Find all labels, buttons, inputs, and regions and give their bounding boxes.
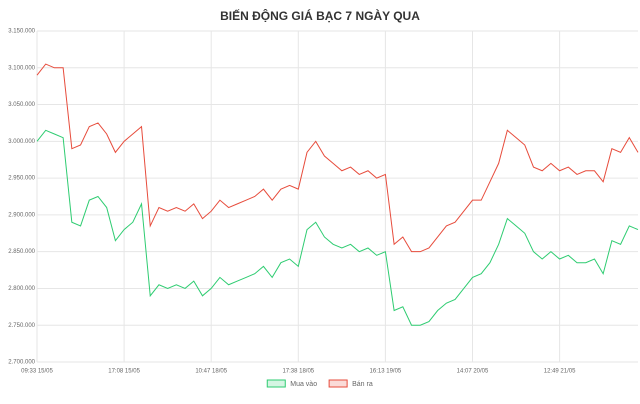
x-tick-label: 10:47 18/05 bbox=[195, 369, 227, 375]
y-tick-label: 2.750.000 bbox=[8, 323, 35, 329]
y-tick-label: 3.100.000 bbox=[8, 65, 35, 71]
y-tick-label: 2.700.000 bbox=[8, 360, 35, 366]
x-tick-label: 17:38 18/05 bbox=[282, 369, 314, 375]
chart-title: BIẾN ĐỘNG GIÁ BẠC 7 NGÀY QUA bbox=[220, 8, 420, 23]
y-tick-label: 2.800.000 bbox=[8, 286, 35, 292]
x-tick-label: 16:13 19/05 bbox=[370, 369, 402, 375]
legend-swatch[interactable] bbox=[266, 379, 286, 388]
y-tick-label: 2.950.000 bbox=[8, 176, 35, 182]
x-tick-label: 14:07 20/05 bbox=[457, 369, 489, 375]
line-series bbox=[36, 63, 639, 253]
line-series bbox=[36, 129, 639, 326]
legend-label[interactable]: Mua vào bbox=[290, 381, 317, 388]
x-tick-label: 09:33 15/05 bbox=[21, 369, 53, 375]
x-tick-label: 12:49 21/05 bbox=[544, 369, 576, 375]
legend-swatch[interactable] bbox=[328, 379, 348, 388]
y-tick-label: 3.150.000 bbox=[8, 29, 35, 35]
y-tick-label: 3.050.000 bbox=[8, 102, 35, 108]
y-tick-label: 2.850.000 bbox=[8, 249, 35, 255]
y-tick-label: 3.000.000 bbox=[8, 139, 35, 145]
x-tick-label: 17:08 15/05 bbox=[108, 369, 140, 375]
y-tick-label: 2.900.000 bbox=[8, 212, 35, 218]
legend-label[interactable]: Bán ra bbox=[352, 381, 373, 388]
